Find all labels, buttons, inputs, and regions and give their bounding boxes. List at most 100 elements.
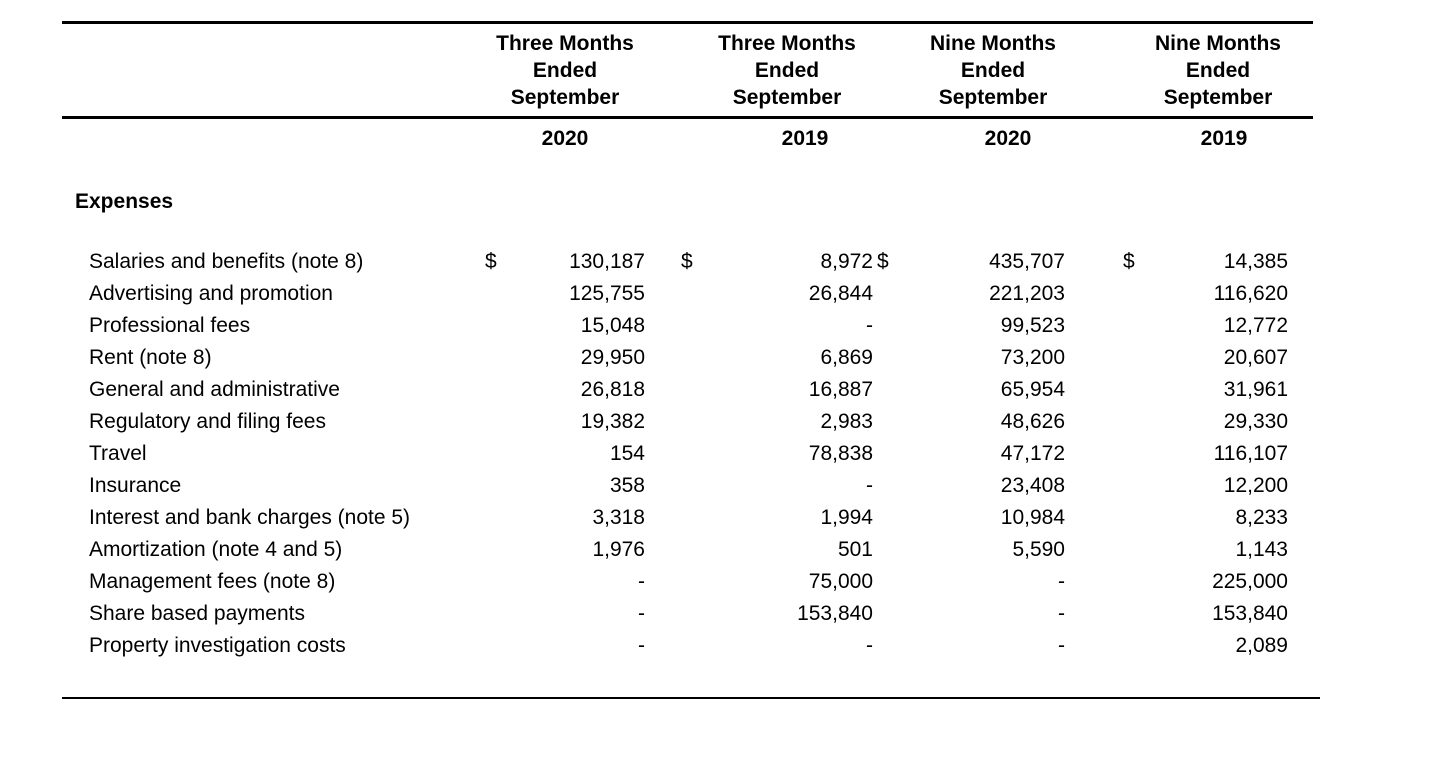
table-row: Insurance 358 - 23,408 12,200 [62,470,1313,502]
year-header-3: 2020 [873,118,1065,162]
cell-value: 10,984 [1000,505,1065,529]
cell-value: 29,330 [1223,409,1288,433]
bottom-rule [62,697,1320,699]
cell-value: 3,318 [592,505,645,529]
cell-value: 23,408 [1000,473,1065,497]
column-header-3: Nine Months Ended September [873,22,1065,119]
cell-value: 99,523 [1000,313,1065,337]
row-label: Management fees (note 8) [89,569,336,593]
row-spacer [1288,310,1313,342]
cell-value: 75,000 [808,569,873,593]
cell-value: 16,887 [808,377,873,401]
spacer [62,162,1313,186]
column-header-2: Three Months Ended September [645,22,873,119]
cell-value: 26,844 [808,281,873,305]
column-header-row: Three Months Ended September Three Month… [62,22,1313,119]
cell-value: - [638,633,645,657]
row-spacer [1288,470,1313,502]
column-header-title: Nine Months Ended September [930,32,1056,109]
table-row: Amortization (note 4 and 5) 1,976 501 5,… [62,534,1313,566]
currency-symbol: $ [877,249,889,273]
table-row: Rent (note 8) 29,950 6,869 73,200 20,607 [62,342,1313,374]
row-label: Amortization (note 4 and 5) [89,537,343,561]
cell-value: 47,172 [1000,441,1065,465]
row-spacer [1288,502,1313,534]
row-label: Advertising and promotion [89,281,333,305]
cell-value: 14,385 [1223,249,1288,273]
row-label: Professional fees [89,313,251,337]
cell-value: 8,233 [1235,505,1288,529]
cell-value: 116,620 [1213,281,1288,305]
cell-value: - [1058,601,1065,625]
table-row: Professional fees 15,048 - 99,523 12,772 [62,310,1313,342]
cell-value: 15,048 [580,313,645,337]
row-label: Insurance [89,473,182,497]
cell-value: 8,972 [820,249,873,273]
year-label: 2019 [781,127,829,150]
row-spacer [1288,534,1313,566]
column-header-title: Three Months Ended September [718,32,856,109]
spacer [62,218,1313,246]
cell-value: - [638,569,645,593]
row-spacer [1288,598,1313,630]
cell-value: 78,838 [808,441,873,465]
cell-value: 125,755 [569,281,645,305]
table-row: Salaries and benefits (note 8) $ 130,187… [62,246,1313,278]
row-label: General and administrative [89,377,340,401]
cell-value: 501 [837,537,873,561]
cell-value: 435,707 [989,249,1065,273]
currency-symbol: $ [1123,249,1135,273]
cell-value: 154 [609,441,645,465]
column-header-1: Three Months Ended September [485,22,645,119]
cell-value: 73,200 [1000,345,1065,369]
currency-symbol: $ [485,249,497,273]
cell-value: - [1058,569,1065,593]
cell-value: 2,983 [820,409,873,433]
row-spacer [1288,278,1313,310]
cell-value: 20,607 [1223,345,1288,369]
cell-value: 116,107 [1213,441,1288,465]
table-row: Interest and bank charges (note 5) 3,318… [62,502,1313,534]
cell-value: 19,382 [580,409,645,433]
row-label: Share based payments [89,601,305,625]
year-label: 2020 [984,127,1032,150]
row-label: Salaries and benefits (note 8) [89,249,364,273]
cell-value: 1,994 [820,505,873,529]
section-heading-row: Expenses [62,186,1313,218]
row-label: Regulatory and filing fees [89,409,326,433]
cell-value: 65,954 [1000,377,1065,401]
row-spacer [1288,246,1313,278]
cell-value: - [866,633,873,657]
cell-value: 2,089 [1235,633,1288,657]
table-row: General and administrative 26,818 16,887… [62,374,1313,406]
column-header-title: Nine Months Ended September [1155,32,1281,109]
column-header-title: Three Months Ended September [496,32,634,109]
cell-value: 12,200 [1223,473,1288,497]
row-label: Travel [89,441,147,465]
currency-symbol: $ [681,249,693,273]
year-spacer [1288,118,1313,162]
table-row: Share based payments - 153,840 - 153,840 [62,598,1313,630]
header-spacer [62,22,485,119]
cell-value: - [638,601,645,625]
cell-value: 1,143 [1235,537,1288,561]
cell-value: 221,203 [989,281,1065,305]
header-spacer [1288,22,1313,119]
table-row: Management fees (note 8) - 75,000 - 225,… [62,566,1313,598]
cell-value: 31,961 [1223,377,1288,401]
row-label: Rent (note 8) [89,345,212,369]
row-spacer [1288,406,1313,438]
cell-value: 26,818 [580,377,645,401]
row-spacer [1288,342,1313,374]
expenses-statement: Three Months Ended September Three Month… [62,21,1313,662]
cell-value: 225,000 [1212,569,1288,593]
cell-value: - [866,473,873,497]
cell-value: 358 [609,473,645,497]
table-row: Regulatory and filing fees 19,382 2,983 … [62,406,1313,438]
column-header-4: Nine Months Ended September [1065,22,1288,119]
cell-value: 1,976 [592,537,645,561]
cell-value: 48,626 [1000,409,1065,433]
year-header-4: 2019 [1065,118,1288,162]
section-heading: Expenses [75,189,174,213]
